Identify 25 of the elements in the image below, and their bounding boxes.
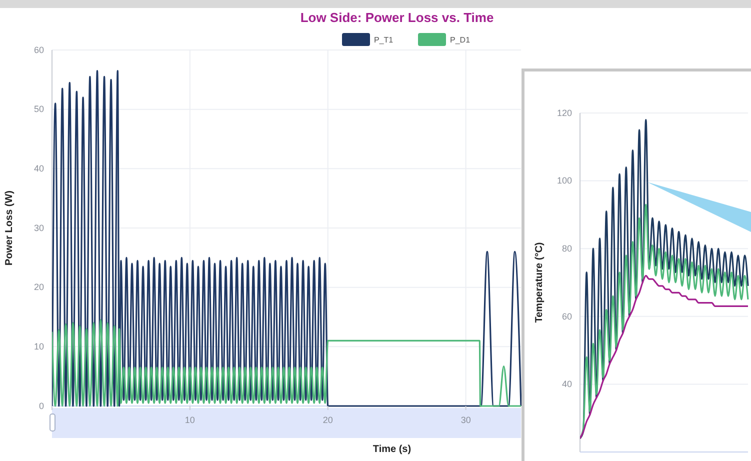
y-tick-label: 60 [34, 44, 44, 55]
chart-title: Low Side: Power Loss vs. Time [300, 10, 494, 25]
y-axis-title: Power Loss (W) [4, 190, 15, 266]
y-tick-label: 120 [556, 108, 572, 118]
y-tick-label: 60 [562, 311, 572, 322]
y-tick-label: 40 [562, 379, 572, 390]
y-tick-label: 30 [34, 222, 44, 233]
y-axis-title: Temperature (°C) [534, 242, 545, 323]
y-tick-label: 10 [34, 342, 44, 352]
x-axis-title: Time (s) [372, 444, 412, 455]
x-tick-label: 20 [322, 415, 333, 425]
legend-label: P_T1 [374, 36, 394, 45]
x-tick-label: 10 [184, 415, 195, 425]
line-series [580, 274, 749, 440]
y-tick-label: 0 [38, 400, 44, 411]
y-tick-label: 100 [556, 176, 572, 186]
legend-label: P_D1 [450, 36, 471, 45]
y-tick-label: 80 [562, 243, 572, 254]
y-tick-label: 50 [34, 104, 44, 114]
x-tick-label: 30 [460, 415, 471, 425]
line-series [52, 319, 522, 407]
line-series [580, 118, 749, 440]
y-tick-label: 40 [34, 164, 44, 174]
line-series [52, 70, 522, 407]
y-tick-label: 20 [34, 282, 44, 292]
